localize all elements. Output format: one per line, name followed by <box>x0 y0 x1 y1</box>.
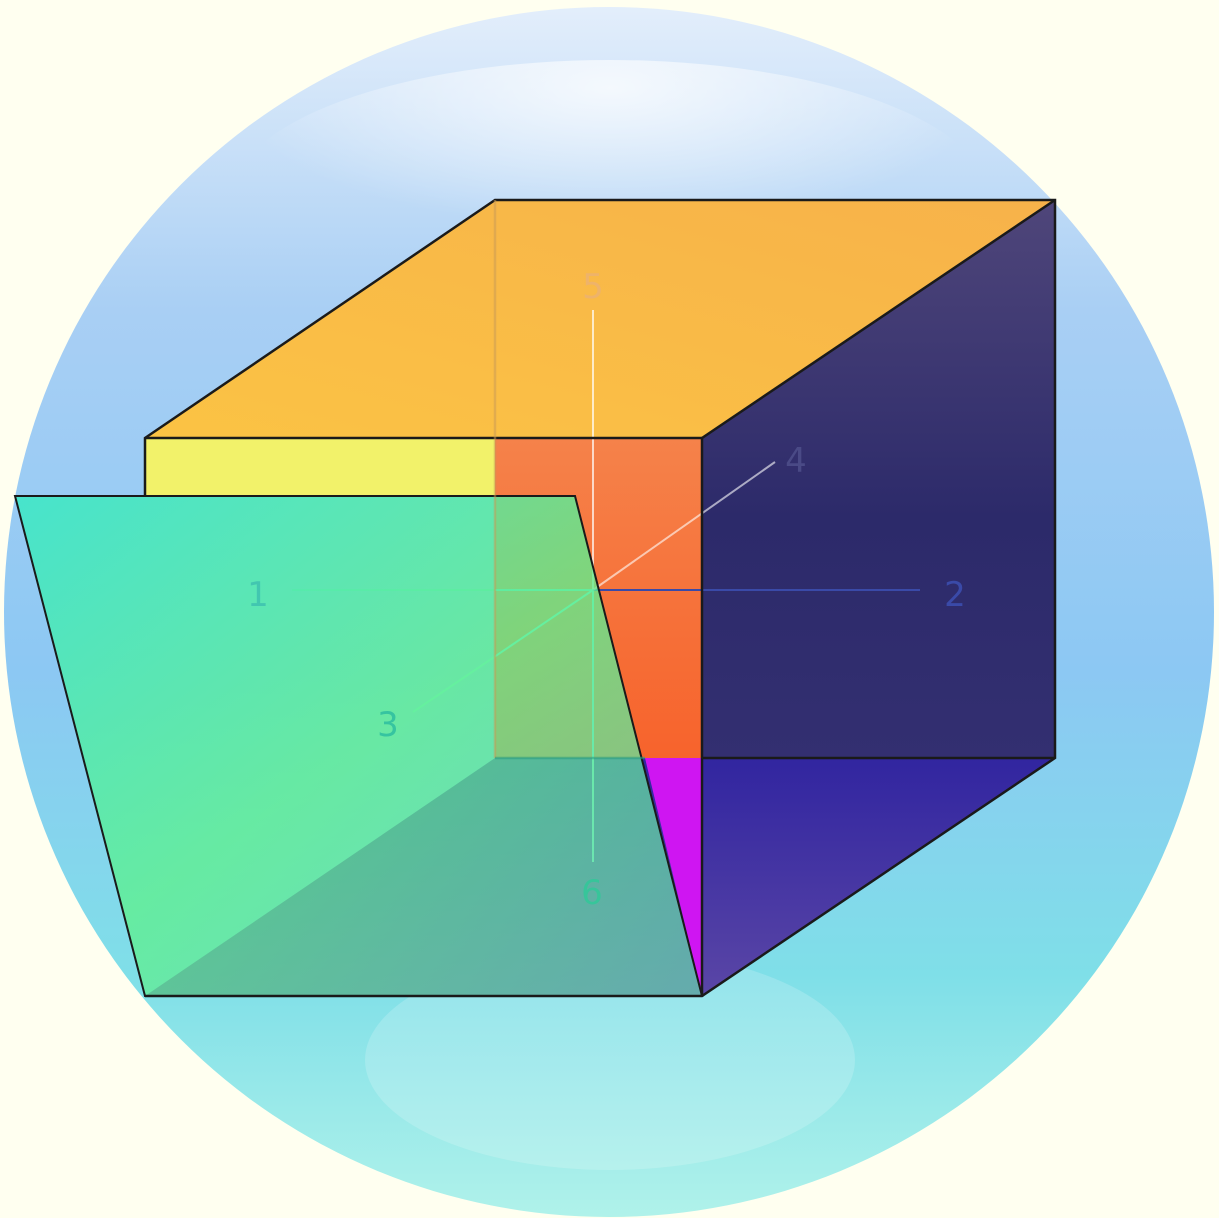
axis-label-1: 1 <box>247 575 269 615</box>
yellow-band <box>145 438 495 496</box>
axis-label-6: 6 <box>581 873 603 913</box>
top-face <box>145 200 1055 438</box>
sphere-lower-highlight <box>365 950 855 1170</box>
axis-label-3: 3 <box>377 705 399 745</box>
axis-label-5: 5 <box>582 267 604 307</box>
axis-line-4 <box>592 461 776 591</box>
axis-label-4: 4 <box>785 441 807 481</box>
cube-edges <box>143 198 1057 998</box>
axis-label-2: 2 <box>944 575 966 615</box>
